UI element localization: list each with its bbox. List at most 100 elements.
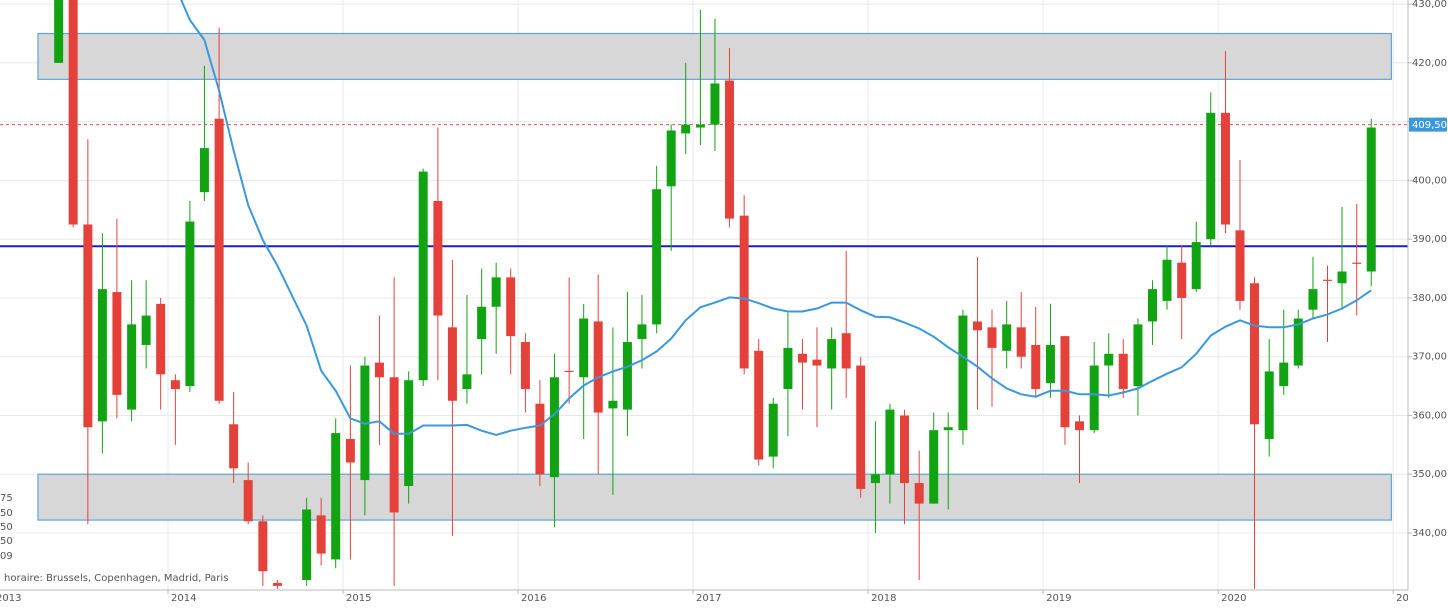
candle-body — [1060, 336, 1070, 428]
candle-body — [520, 342, 530, 390]
candle-body — [1162, 259, 1172, 301]
candle-body — [608, 400, 618, 409]
candle-body — [885, 409, 895, 475]
candle-body — [54, 0, 64, 63]
candle-body — [710, 83, 720, 125]
candle-body — [491, 277, 501, 307]
y-tick-label: 370,00 — [1412, 352, 1447, 363]
candle-body — [447, 327, 457, 401]
y-tick-label: 390,00 — [1412, 234, 1447, 245]
candle-body — [724, 80, 734, 219]
candle-body — [622, 342, 632, 410]
candle-body — [666, 130, 676, 187]
x-tick-label: 2021 — [1396, 593, 1421, 604]
candle-body — [1322, 279, 1332, 281]
candle-body — [477, 306, 487, 340]
candle-body — [141, 315, 151, 345]
price-tag — [1409, 117, 1447, 132]
candle-body — [841, 333, 851, 369]
candle-body — [535, 403, 545, 475]
candle-body — [83, 224, 93, 428]
x-tick-label: 2018 — [871, 593, 896, 604]
candle-body — [827, 339, 837, 369]
candle-body — [156, 303, 166, 375]
x-tick-label: 2016 — [521, 593, 546, 604]
candle-body — [856, 365, 866, 489]
side-fragment: 50 — [0, 522, 13, 533]
candle-body — [637, 324, 647, 340]
price-tag-label: 409,50 — [1412, 120, 1447, 131]
candle-body — [564, 370, 574, 372]
candle-body — [1264, 371, 1274, 439]
candle-body — [316, 515, 326, 554]
candle-body — [331, 433, 341, 560]
x-tick-label: 2017 — [696, 593, 721, 604]
candle-body — [1133, 324, 1143, 387]
candle-body — [229, 424, 239, 469]
candle-body — [302, 509, 312, 581]
candle-body — [870, 474, 880, 484]
candle-body — [112, 292, 122, 395]
candle-body — [418, 171, 428, 381]
candle-body — [214, 118, 224, 401]
candle-body — [1191, 242, 1201, 290]
y-tick-label: 380,00 — [1412, 293, 1447, 304]
candle-body — [433, 200, 443, 316]
x-tick-label: 2014 — [171, 593, 196, 604]
candle-body — [929, 430, 939, 504]
y-tick-label: 360,00 — [1412, 410, 1447, 421]
candle-body — [243, 480, 253, 522]
candle-body — [127, 324, 137, 410]
candle-body — [1366, 127, 1376, 272]
candle-body — [579, 318, 589, 378]
candle-body — [1016, 327, 1026, 357]
y-tick-label: 400,00 — [1412, 175, 1447, 186]
y-tick-label: 430,00 — [1412, 0, 1447, 10]
candle-body — [695, 124, 705, 128]
candle-body — [1220, 112, 1230, 225]
x-tick-label: 2020 — [1221, 593, 1246, 604]
candle-body — [1250, 283, 1260, 425]
candle-body — [170, 380, 180, 390]
candle-body — [1104, 353, 1114, 366]
x-tick-label: 2013 — [0, 593, 21, 604]
y-tick-label: 350,00 — [1412, 469, 1447, 480]
candle-body — [185, 221, 195, 387]
candle-body — [1089, 365, 1099, 431]
candle-body — [1337, 271, 1347, 284]
x-tick-label: 2015 — [346, 593, 371, 604]
candle-body — [783, 347, 793, 390]
candle-body — [345, 438, 355, 463]
candle-body — [754, 350, 764, 460]
candle-body — [1045, 344, 1055, 384]
candle-body — [1147, 289, 1157, 322]
candle-body — [1177, 262, 1187, 298]
candle-body — [374, 362, 384, 378]
candle-body — [1235, 230, 1245, 301]
x-tick-labels: 2013 2014 2015 2016 2017 2018 2019 2020 2021 — [0, 593, 1421, 604]
candle-body — [506, 277, 516, 337]
moving-average — [180, 0, 1372, 436]
candle-body — [1206, 112, 1216, 240]
zone — [37, 473, 1392, 521]
side-fragment: 50 — [0, 536, 13, 547]
candle-body — [958, 315, 968, 431]
candle-body — [68, 0, 78, 225]
candle-body — [914, 483, 924, 504]
y-tick-label: 340,00 — [1412, 528, 1447, 539]
side-fragment: 50 — [0, 508, 13, 519]
candle-body — [1293, 318, 1303, 366]
side-fragment: 75 — [0, 493, 13, 504]
candle-body — [739, 215, 749, 369]
candle-body — [549, 377, 559, 478]
candle-body — [943, 427, 953, 431]
candle-body — [1308, 289, 1318, 310]
candle-body — [652, 189, 662, 325]
candle-body — [1002, 324, 1012, 351]
candle-body — [812, 359, 822, 366]
plot-area — [0, 0, 1408, 590]
candle-body — [593, 321, 603, 413]
candle-body — [768, 403, 778, 457]
candle-body — [1279, 362, 1289, 387]
